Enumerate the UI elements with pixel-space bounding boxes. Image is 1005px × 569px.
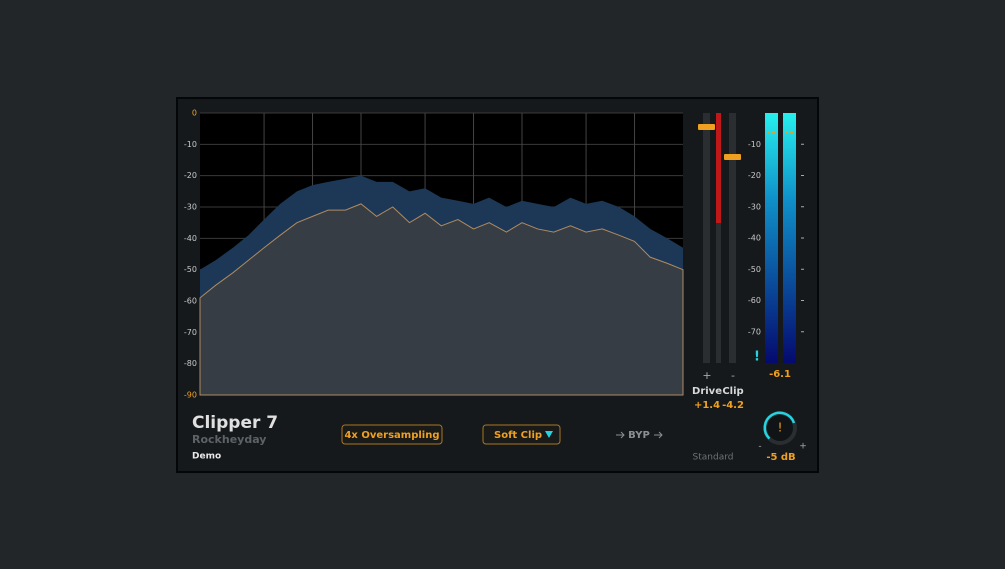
y-tick-label: -40 (184, 234, 197, 243)
clip-handle[interactable] (724, 154, 741, 160)
knob-arc (763, 411, 796, 440)
y-tick-label: -10 (184, 140, 197, 149)
y-tick-label: -50 (184, 265, 197, 274)
meter-tick-label: -50 (748, 265, 761, 274)
analyzer: 0-10-20-30-40-50-60-70-80-90501002005001… (184, 109, 684, 400)
oversampling-label[interactable]: 4x Oversampling (344, 430, 439, 441)
meter-tick-label: -60 (748, 296, 761, 305)
knob-min: - (758, 442, 761, 452)
vendor: Rockheyday (192, 433, 266, 446)
output-peak: -6.1 (769, 369, 791, 380)
meter-tick-label: -20 (748, 171, 761, 180)
warning-icon: ! (754, 350, 760, 365)
clip-sign: - (731, 369, 735, 382)
plugin-title: Clipper 7 (192, 413, 278, 433)
mode-label: Standard (693, 453, 734, 463)
y-tick-label: -60 (184, 297, 197, 306)
drive-label: Drive (692, 386, 722, 397)
output-gain: -5 dB (766, 452, 795, 463)
y-tick-label: 0 (192, 109, 197, 118)
dropdown-arrow (545, 431, 553, 438)
y-tick-label: -80 (184, 359, 197, 368)
drive-handle[interactable] (698, 124, 715, 130)
meter-tick-label: -70 (748, 327, 761, 336)
drive-sign: + (702, 369, 711, 382)
output-meter: -10 -20 -30 -40 -50 -60 -70 (748, 131, 804, 336)
drive-meter-track (716, 113, 721, 363)
clip-value: -4.2 (722, 400, 744, 411)
clip-mode-label[interactable]: Soft Clip (494, 430, 542, 441)
meter-tick-label: -10 (748, 140, 761, 149)
y-tick-label: -20 (184, 171, 197, 180)
spectrum-area (199, 203, 684, 396)
bypass-arrow-in (616, 431, 625, 439)
meter-tick-label: -30 (748, 202, 761, 211)
clip-label: Clip (722, 386, 743, 397)
knob-max: + (799, 442, 807, 452)
oversampling-button[interactable] (341, 424, 443, 445)
y-tick-label: -30 (184, 203, 197, 212)
bypass-button[interactable]: BYP (628, 430, 650, 441)
drive-track (703, 113, 710, 363)
meter-right (783, 113, 796, 363)
drive-value: +1.4 (694, 400, 720, 411)
clip-track (729, 113, 736, 363)
meter-tick-label: -40 (748, 234, 761, 243)
knob-mark: ! (778, 421, 783, 435)
meter-left (765, 113, 778, 363)
drive-meter-level (716, 113, 721, 223)
y-tick-label: -70 (184, 328, 197, 337)
y-tick-label: -90 (184, 391, 197, 400)
clip-mode-dropdown[interactable] (482, 424, 561, 445)
license: Demo (192, 452, 221, 462)
bypass-arrow-out (654, 431, 663, 439)
